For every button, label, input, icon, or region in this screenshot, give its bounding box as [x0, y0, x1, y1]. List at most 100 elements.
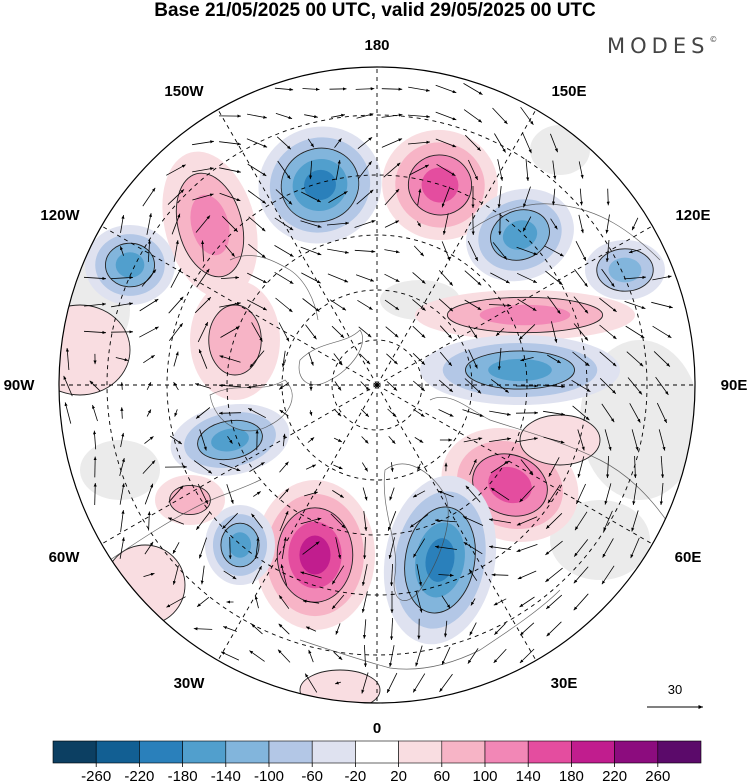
wind-arrow: [219, 192, 241, 202]
wind-arrow: [471, 212, 475, 236]
wind-arrow: [384, 220, 400, 228]
wind-arrow: [170, 268, 182, 288]
lon-label-60e: 60E: [675, 549, 702, 566]
anomaly-region: [479, 304, 571, 326]
colorbar: -260 -220 -180 -140 -100 -60 -20 20 60 100 140 180 2…: [52, 740, 702, 783]
wind-arrow: [492, 242, 508, 260]
wind-arrow: [334, 409, 342, 417]
wind-arrow: [384, 273, 400, 283]
wind-arrow: [220, 326, 240, 338]
wind-arrow: [327, 273, 349, 283]
wind-arrow: [249, 350, 265, 368]
wind-arrow: [462, 516, 484, 526]
colorbar-tick-label: 60: [433, 768, 450, 783]
colorbar-tick-label: -100: [254, 768, 284, 783]
wind-arrow: [281, 537, 287, 559]
wind-arrow: [308, 649, 314, 663]
wind-arrow: [626, 351, 644, 367]
wind-arrow: [574, 268, 588, 288]
wind-arrow: [438, 409, 454, 417]
wind-arrow: [355, 87, 375, 91]
wind-arrow: [331, 325, 345, 339]
wind-arrow: [659, 482, 664, 506]
wind-arrow: [142, 187, 156, 207]
wind-arrow: [333, 651, 343, 661]
wind-arrow: [357, 299, 373, 311]
wind-arrow: [302, 87, 320, 91]
wind-arrow: [223, 626, 237, 632]
wind-arrow: [435, 84, 457, 94]
wind-arrow: [219, 141, 241, 146]
wind-arrow: [328, 191, 348, 203]
colorbar-tick-label: -140: [211, 768, 241, 783]
lon-label-60w: 60W: [49, 549, 81, 566]
wind-arrow: [251, 322, 263, 342]
wind-arrow: [547, 484, 561, 504]
wind-arrow: [119, 457, 125, 477]
wind-arrow: [468, 569, 478, 581]
wind-arrow: [279, 510, 289, 532]
wind-arrow: [220, 276, 240, 280]
wind-arrow: [196, 268, 210, 288]
wind-arrow: [227, 436, 233, 444]
wind-arrow: [309, 410, 313, 416]
wind-arrow: [302, 298, 320, 312]
wind-arrow: [439, 673, 453, 693]
wind-arrow: [198, 349, 208, 369]
wind-arrow: [247, 113, 267, 119]
wind-arrow: [308, 160, 313, 180]
wind-arrow: [414, 437, 424, 443]
wind-arrow: [493, 598, 507, 606]
wind-arrow: [381, 138, 403, 148]
wind-arrow: [254, 595, 259, 609]
wind-arrow: [193, 460, 213, 474]
wind-arrow: [575, 241, 587, 261]
anomaly-region: [299, 669, 381, 703]
wind-arrow: [193, 627, 213, 631]
wind-arrow: [139, 298, 159, 312]
colorbar-segment: [182, 740, 227, 764]
wind-arrow: [389, 617, 394, 641]
wind-arrow: [522, 216, 532, 232]
wind-arrow: [441, 186, 451, 208]
wind-arrow: [630, 537, 640, 559]
wind-arrow: [387, 511, 397, 531]
wind-arrow: [599, 297, 617, 313]
meridian-line: [376, 384, 653, 545]
wind-arrow: [522, 132, 532, 154]
wind-arrow: [251, 513, 263, 529]
colorbar-tick-label: -220: [124, 768, 154, 783]
colorbar-segment: [614, 740, 659, 764]
wind-arrow: [120, 407, 124, 419]
wind-arrow: [551, 321, 558, 343]
map-boundary: [58, 66, 696, 704]
wind-arrow: [360, 381, 370, 391]
wind-arrow: [120, 246, 124, 256]
wind-arrow: [362, 487, 368, 501]
wind-arrow: [334, 381, 342, 391]
wind-arrow: [625, 325, 645, 339]
wind-arrow: [384, 188, 400, 206]
anomaly-region: [208, 304, 262, 376]
wind-arrow: [523, 186, 531, 208]
wind-arrow: [605, 455, 610, 479]
wind-arrow: [120, 432, 125, 448]
wind-arrow: [301, 191, 321, 203]
wind-arrow: [544, 245, 564, 257]
wind-arrow: [307, 138, 315, 148]
colorbar-segment: [311, 740, 356, 764]
wind-arrow: [249, 461, 265, 473]
wind-arrow: [389, 645, 395, 667]
wind-arrow: [300, 220, 322, 228]
wind-arrow: [464, 299, 482, 311]
wind-arrow: [333, 437, 343, 443]
wind-arrow: [520, 459, 534, 475]
wind-arrow: [147, 239, 152, 263]
wind-arrow: [63, 375, 73, 397]
wind-arrow: [436, 163, 456, 177]
wind-arrow: [278, 382, 290, 390]
wind-arrow: [407, 140, 431, 145]
colorbar-tick-label: 180: [559, 768, 584, 783]
wind-arrow: [489, 437, 511, 442]
wind-arrow: [363, 536, 367, 560]
